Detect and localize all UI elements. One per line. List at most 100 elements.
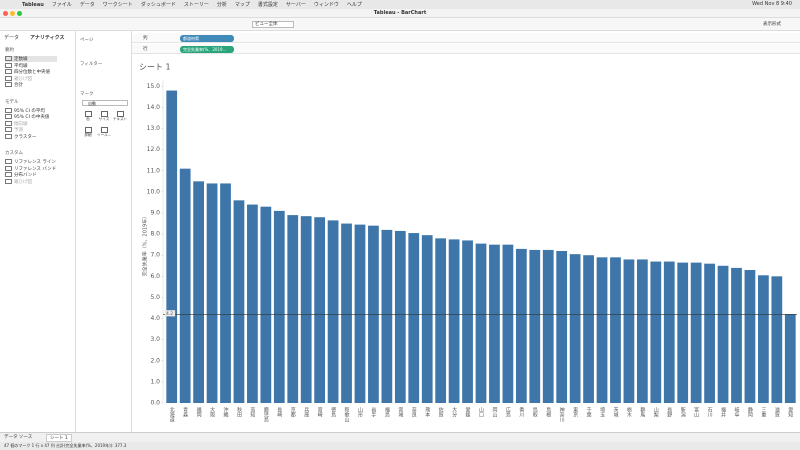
bar [784, 314, 796, 403]
analytics-item[interactable]: リファレンス ライン [5, 159, 56, 165]
menu-item[interactable]: ウィンドウ [313, 2, 339, 8]
mark-type-dropdown[interactable]: 自動 [82, 100, 128, 106]
x-tick-label: 佐賀 [438, 406, 444, 418]
menu-item[interactable]: サーバー [285, 2, 306, 8]
x-tick-label: 長崎 [276, 407, 282, 418]
analytics-item[interactable]: 傾向線 [5, 121, 28, 127]
analytics-item[interactable]: 95% CI の中央値 [5, 114, 49, 120]
columns-pill[interactable]: 都道府県 [180, 34, 234, 42]
sheet-tab-bar [0, 432, 800, 442]
close-button[interactable] [3, 11, 8, 16]
y-axis-title: 完全失業率（%、2019年） [142, 214, 149, 276]
y-tick-label: 9.0 [150, 210, 160, 217]
analytics-item[interactable]: 四分位数と中央値 [5, 69, 50, 75]
menu-item[interactable]: データ [79, 2, 95, 8]
bar [569, 254, 581, 403]
menu-item[interactable]: 分析 [216, 2, 227, 8]
bar [636, 259, 648, 403]
menu-item[interactable]: ダッシュボード [140, 2, 176, 8]
section-title: 要約 [5, 48, 14, 53]
x-tick-label: 福井 [720, 406, 726, 418]
analytics-item[interactable]: 平均線 [5, 63, 28, 69]
mark-button[interactable]: ツール... [97, 126, 111, 138]
bar [704, 263, 715, 403]
mark-button[interactable]: テキスト [113, 110, 127, 122]
analytics-item[interactable]: 95% CI の平均 [5, 108, 45, 114]
filters-card-title: フィルター [80, 62, 103, 67]
y-tick-label: 13.0 [147, 125, 161, 132]
bar [287, 215, 299, 403]
x-tick-label: 宮城 [397, 406, 403, 418]
x-tick-label: 沖縄 [223, 406, 229, 418]
x-tick-label: 熊本 [424, 406, 430, 418]
x-tick-label: 石川 [707, 407, 713, 417]
y-tick-label: 4.0 [150, 315, 160, 322]
sheet-tab[interactable]: データ ソース [4, 435, 33, 440]
show-me-button[interactable]: 表示形式 [763, 22, 781, 27]
x-tick-label: 岩手 [370, 406, 376, 418]
pane-tab[interactable]: アナリティクス [30, 35, 65, 41]
menu-app[interactable]: Tableau [22, 1, 44, 8]
menu-item[interactable]: 書式設定 [257, 2, 278, 8]
analytics-item[interactable]: 箱ひげ図 [5, 179, 32, 185]
bar [489, 244, 500, 403]
pane-tab[interactable]: データ [4, 35, 20, 41]
zoom-button[interactable] [17, 11, 22, 16]
x-tick-label: 愛媛 [465, 406, 471, 418]
menu-item[interactable]: ヘルプ [346, 2, 362, 8]
fit-dropdown[interactable]: ビュー全体 [252, 21, 294, 28]
toolbar [0, 18, 800, 31]
x-tick-label: 鹿児島 [263, 406, 269, 423]
bar [193, 181, 204, 403]
bar [220, 183, 231, 403]
x-tick-label: 鳥取 [532, 406, 538, 418]
x-tick-label: 福島 [384, 406, 390, 418]
mark-button[interactable]: 詳細 [81, 126, 95, 138]
x-tick-label: 青森 [182, 406, 188, 418]
y-tick-label: 8.0 [150, 231, 160, 238]
menu-item[interactable]: ストーリー [183, 2, 209, 8]
x-tick-label: 茨城 [612, 406, 618, 418]
marks-card-title: マーク [80, 92, 94, 97]
x-tick-label: 滋賀 [774, 406, 780, 418]
analytics-item[interactable]: 分布バンド [5, 172, 37, 178]
x-tick-label: 福岡 [196, 406, 202, 418]
x-tick-label: 大阪 [209, 406, 215, 418]
x-tick-label: 秋田 [236, 406, 242, 418]
analytics-item[interactable]: クラスター [5, 134, 36, 140]
bar [247, 204, 258, 403]
bar [381, 229, 393, 403]
x-tick-label: 新潟 [680, 406, 686, 418]
sheet-tab[interactable]: シート 1 [46, 434, 72, 442]
analytics-item[interactable]: 合計 [5, 82, 23, 88]
bar [475, 243, 487, 403]
bar [206, 183, 218, 403]
rows-pill[interactable]: 完全失業率(%、2019... [180, 45, 234, 53]
bar [408, 233, 420, 403]
bar [435, 238, 447, 403]
y-tick-label: 2.0 [150, 357, 160, 364]
menu-item[interactable]: マップ [234, 2, 250, 8]
bar [354, 224, 366, 403]
bar [758, 275, 769, 403]
bar [462, 240, 473, 403]
cards-pane [76, 31, 132, 432]
analytics-item[interactable]: 箱ひげ図 [5, 76, 32, 82]
analytics-item[interactable]: リファレンス バンド [5, 166, 56, 172]
mark-button[interactable]: 色 [81, 110, 95, 122]
analytics-item[interactable]: 予測 [5, 127, 23, 133]
x-tick-label: 静岡 [747, 406, 753, 418]
x-tick-label: 山形 [357, 406, 363, 418]
bar [717, 265, 729, 403]
bar [448, 239, 460, 403]
x-tick-label: 和歌山 [344, 406, 350, 423]
menu-item[interactable]: ワークシート [102, 2, 133, 8]
analytics-item[interactable]: 定数線 [5, 56, 57, 62]
bar [731, 267, 742, 403]
x-tick-label: 広島 [505, 406, 511, 418]
menu-bar: Tableau ファイル データ ワークシート ダッシュボード ストーリー 分析 マップ 書式… [0, 0, 800, 9]
minimize-button[interactable] [10, 11, 15, 16]
mark-button[interactable]: サイズ [97, 110, 111, 122]
menu-item[interactable]: ファイル [51, 2, 72, 8]
x-tick-label: 岡山 [491, 407, 497, 418]
